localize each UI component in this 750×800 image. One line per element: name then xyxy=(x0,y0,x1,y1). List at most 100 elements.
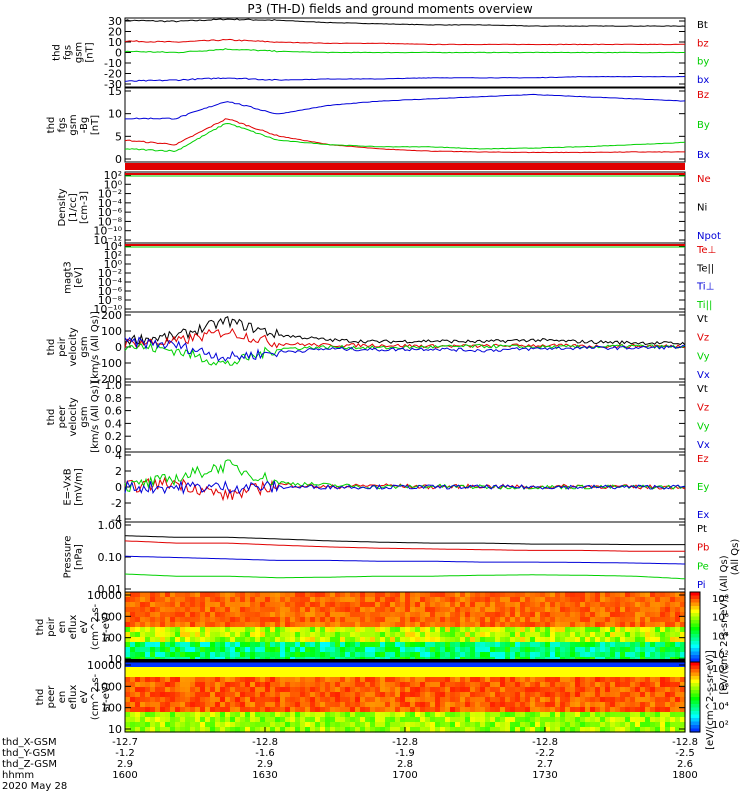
spectrogram-cell xyxy=(305,612,311,618)
spectrogram-cell xyxy=(345,697,351,703)
y-axis-label: eflux xyxy=(68,615,79,640)
spectrogram-cell xyxy=(370,662,376,668)
spectrogram-cell xyxy=(370,592,376,598)
y-axis-label: -Bg xyxy=(79,117,90,133)
spectrogram-cell xyxy=(230,687,236,693)
spectrogram-cell xyxy=(270,592,276,598)
spectrogram-cell xyxy=(390,707,396,713)
spectrogram-cell xyxy=(395,687,401,693)
spectrogram-cell xyxy=(215,617,221,623)
spectrogram-cell xyxy=(500,707,506,713)
spectrogram-cell xyxy=(175,647,181,653)
spectrogram-cell xyxy=(370,642,376,648)
spectrogram-cell xyxy=(325,647,331,653)
spectrogram-cell xyxy=(160,607,166,613)
spectrogram-cell xyxy=(400,597,406,603)
legend-by: by xyxy=(697,57,709,68)
spectrogram-cell xyxy=(310,607,316,613)
spectrogram-cell xyxy=(680,692,686,698)
spectrogram-cell xyxy=(650,647,656,653)
spectrogram-cell xyxy=(290,712,296,718)
spectrogram-cell xyxy=(310,662,316,668)
spectrogram-cell xyxy=(670,602,676,608)
spectrogram-cell xyxy=(175,697,181,703)
spectrogram-cell xyxy=(215,727,221,733)
spectrogram-cell xyxy=(545,707,551,713)
spectrogram-cell xyxy=(350,612,356,618)
spectrogram-cell xyxy=(310,712,316,718)
spectrogram-cell xyxy=(640,617,646,623)
spectrogram-cell xyxy=(615,632,621,638)
spectrogram-cell xyxy=(440,652,446,658)
spectrogram-cell xyxy=(490,642,496,648)
spectrogram-cell xyxy=(600,722,606,728)
spectrogram-cell xyxy=(220,727,226,733)
spectrogram-cell xyxy=(295,617,301,623)
spectrogram-cell xyxy=(550,632,556,638)
spectrogram-cell xyxy=(210,727,216,733)
spectrogram-cell xyxy=(165,667,171,673)
spectrogram-cell xyxy=(240,682,246,688)
spectrogram-cell xyxy=(670,687,676,693)
spectrogram-cell xyxy=(150,617,156,623)
spectrogram-cell xyxy=(570,612,576,618)
spectrogram-cell xyxy=(415,647,421,653)
spectrogram-cell xyxy=(625,722,631,728)
spectrogram-cell xyxy=(585,612,591,618)
spectrogram-cell xyxy=(670,607,676,613)
spectrogram-cell xyxy=(445,717,451,723)
spectrogram-cell xyxy=(600,697,606,703)
spectrogram-cell xyxy=(355,717,361,723)
spectrogram-cell xyxy=(315,617,321,623)
spectrogram-cell xyxy=(140,647,146,653)
spectrogram-cell xyxy=(330,647,336,653)
spectrogram-cell xyxy=(635,667,641,673)
spectrogram-cell xyxy=(460,707,466,713)
spectrogram-cell xyxy=(195,617,201,623)
spectrogram-cell xyxy=(315,692,321,698)
spectrogram-cell xyxy=(435,702,441,708)
spectrogram-cell xyxy=(555,607,561,613)
spectrogram-cell xyxy=(630,622,636,628)
spectrogram-cell xyxy=(370,652,376,658)
spectrogram-cell xyxy=(150,637,156,643)
spectrogram-cell xyxy=(185,642,191,648)
spectrogram-cell xyxy=(130,602,136,608)
spectrogram-cell xyxy=(640,637,646,643)
spectrogram-cell xyxy=(550,622,556,628)
spectrogram-cell xyxy=(500,667,506,673)
spectrogram-cell xyxy=(185,722,191,728)
spectrogram-cell xyxy=(680,687,686,693)
spectrogram-cell xyxy=(270,662,276,668)
y-tick-label: 1000 xyxy=(94,680,122,693)
y-axis-label: peer xyxy=(57,405,68,429)
spectrogram-cell xyxy=(610,717,616,723)
spectrogram-cell xyxy=(525,667,531,673)
spectrogram-cell xyxy=(375,597,381,603)
spectrogram-cell xyxy=(425,727,431,733)
spectrogram-cell xyxy=(480,592,486,598)
spectrogram-cell xyxy=(430,717,436,723)
spectrogram-cell xyxy=(520,727,526,733)
spectrogram-cell xyxy=(350,707,356,713)
spectrogram-cell xyxy=(340,642,346,648)
spectrogram-cell xyxy=(215,712,221,718)
spectrogram-cell xyxy=(240,692,246,698)
spectrogram-cell xyxy=(655,612,661,618)
spectrogram-cell xyxy=(350,642,356,648)
x-tick-label: -1.6 xyxy=(255,748,275,759)
spectrogram-cell xyxy=(645,682,651,688)
spectrogram-cell xyxy=(270,652,276,658)
spectrogram-cell xyxy=(610,617,616,623)
spectrogram-cell xyxy=(130,632,136,638)
spectrogram-cell xyxy=(210,592,216,598)
spectrogram-cell xyxy=(650,727,656,733)
spectrogram-cell xyxy=(640,627,646,633)
spectrogram-cell xyxy=(360,652,366,658)
spectrogram-cell xyxy=(235,697,241,703)
spectrogram-cell xyxy=(365,607,371,613)
spectrogram-cell xyxy=(345,652,351,658)
spectrogram-cell xyxy=(505,597,511,603)
spectrogram-cell xyxy=(345,707,351,713)
spectrogram-cell xyxy=(555,682,561,688)
